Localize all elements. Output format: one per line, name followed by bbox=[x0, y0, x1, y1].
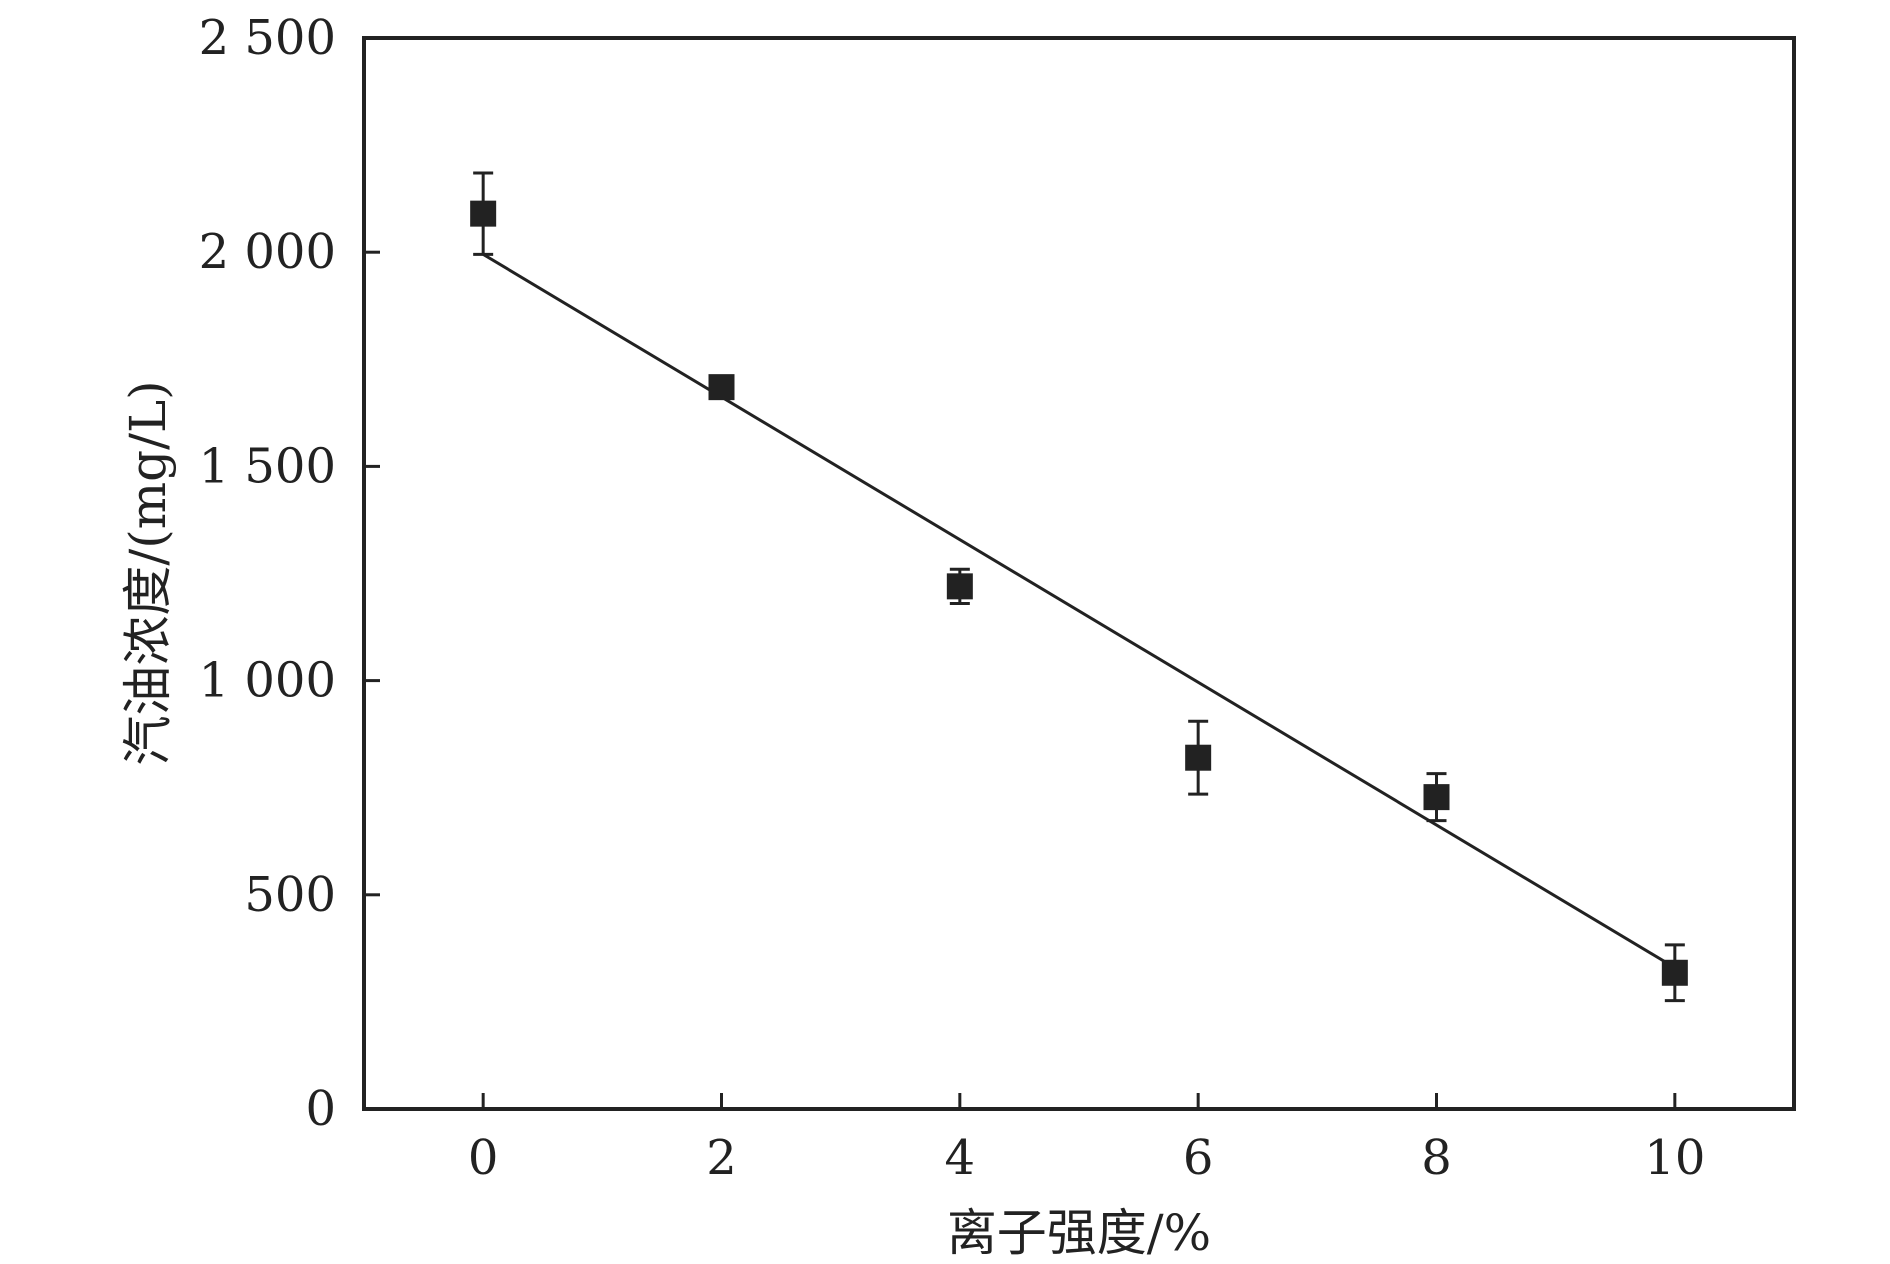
x-tick-label: 8 bbox=[1421, 1130, 1452, 1186]
data-point bbox=[1423, 784, 1450, 811]
x-tick-label: 10 bbox=[1644, 1130, 1705, 1186]
data-point bbox=[1661, 959, 1688, 986]
data-point bbox=[470, 200, 497, 227]
x-tick-label: 0 bbox=[468, 1130, 499, 1186]
x-axis: 0 2 4 6 8 10 bbox=[468, 1093, 1705, 1186]
y-tick-label: 2 500 bbox=[199, 10, 336, 66]
y-axis: 0 500 1 000 1 500 2 000 2 500 bbox=[199, 10, 380, 1137]
y-tick-label: 0 bbox=[305, 1081, 336, 1137]
y-tick-label: 1 000 bbox=[199, 653, 336, 709]
data-point bbox=[708, 374, 735, 401]
x-tick-label: 6 bbox=[1183, 1130, 1214, 1186]
x-tick-label: 4 bbox=[945, 1130, 976, 1186]
data-point bbox=[946, 573, 973, 600]
y-tick-label: 2 000 bbox=[199, 224, 336, 280]
data-point bbox=[1185, 744, 1212, 771]
x-axis-label: 离子强度/% bbox=[947, 1204, 1211, 1262]
y-axis-label: 汽油浓度/(mg/L) bbox=[119, 380, 177, 765]
y-tick-label: 1 500 bbox=[199, 438, 336, 494]
fit-line bbox=[482, 253, 1676, 969]
data-points bbox=[470, 171, 1688, 1003]
fit-line-group bbox=[482, 253, 1676, 969]
plot-frame bbox=[362, 36, 1796, 1111]
y-tick-label: 500 bbox=[244, 867, 336, 923]
x-tick-label: 2 bbox=[706, 1130, 737, 1186]
